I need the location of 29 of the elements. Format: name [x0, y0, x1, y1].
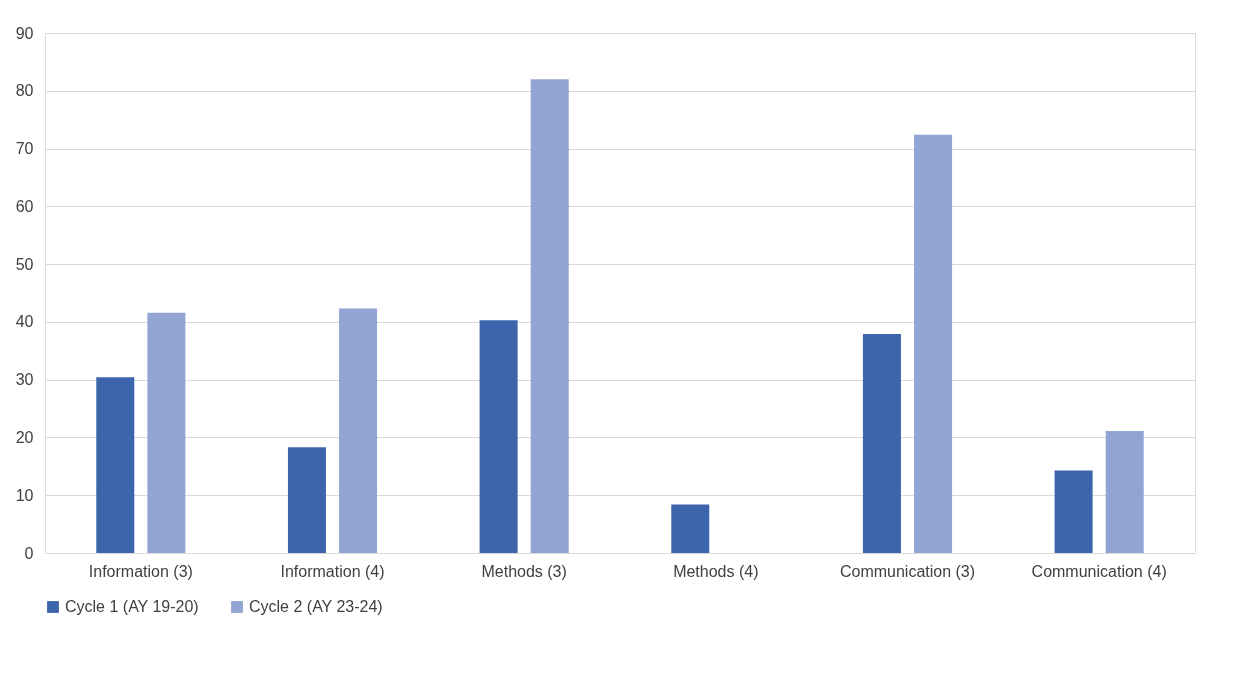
y-tick-label: 10	[15, 486, 34, 504]
y-tick-label: 20	[15, 428, 34, 446]
bar	[96, 377, 135, 553]
bar	[479, 320, 518, 553]
bar	[1054, 470, 1093, 553]
y-tick-label: 90	[15, 24, 34, 42]
bar	[287, 447, 326, 553]
bar	[1105, 431, 1144, 553]
y-tick-label: 70	[15, 140, 34, 158]
y-tick-label: 60	[15, 197, 34, 215]
x-tick-label: Communication (4)	[1031, 562, 1167, 580]
bar	[147, 312, 186, 553]
x-tick-label: Methods (4)	[673, 562, 759, 580]
legend-label: Cycle 2 (AY 23-24)	[249, 598, 383, 615]
y-tick-label: 0	[24, 544, 34, 562]
x-tick-label: Information (3)	[88, 562, 193, 580]
bar	[862, 334, 901, 553]
bar	[671, 504, 710, 553]
y-tick-label: 30	[15, 371, 34, 389]
y-tick-label: 40	[15, 313, 34, 331]
x-tick-label: Information (4)	[280, 562, 385, 580]
x-tick-label: Methods (3)	[481, 562, 567, 580]
legend-label: Cycle 1 (AY 19-20)	[65, 598, 199, 615]
bar	[530, 79, 569, 553]
y-tick-label: 80	[15, 82, 34, 100]
bar	[914, 134, 953, 553]
bar	[339, 308, 378, 553]
y-tick-label: 50	[15, 255, 34, 273]
x-tick-label: Communication (3)	[839, 562, 976, 580]
